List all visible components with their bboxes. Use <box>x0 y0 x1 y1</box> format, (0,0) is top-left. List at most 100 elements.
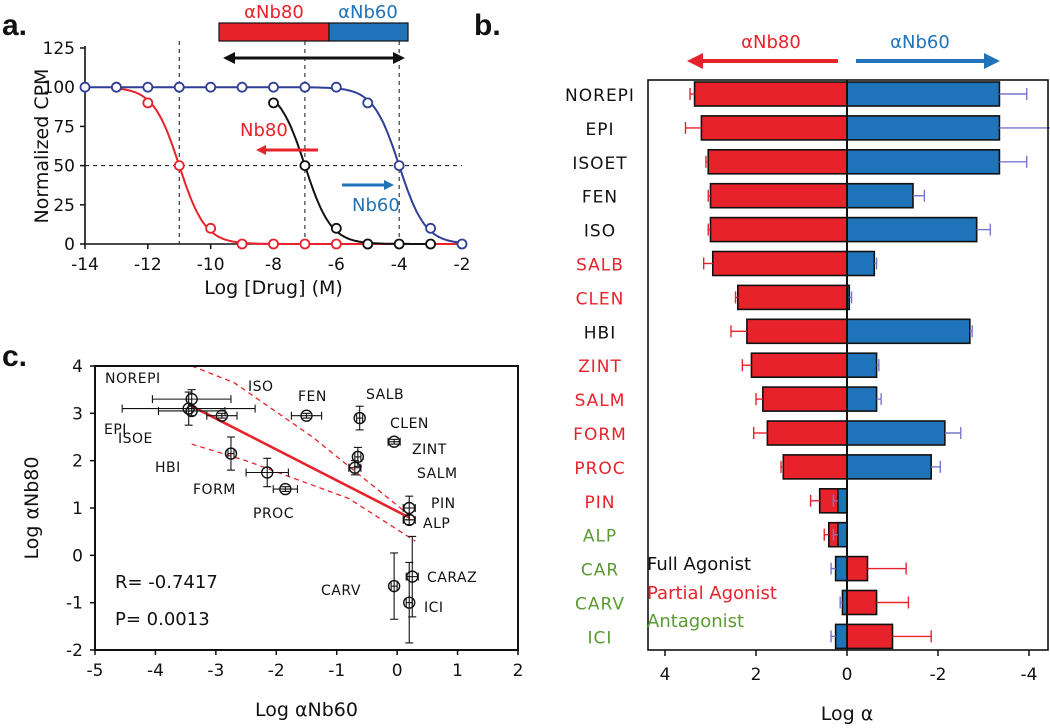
panel-a-guides <box>85 41 462 244</box>
b-x-tick-label: -4 <box>1021 665 1038 685</box>
a-data-point <box>330 222 342 234</box>
b-bar-nb60 <box>846 216 978 243</box>
b-bar-nb60 <box>846 182 914 209</box>
b-category-label: FEN <box>582 188 618 208</box>
b-legend-entry: Full Agonist <box>647 554 751 575</box>
a-data-point <box>205 81 217 93</box>
a-data-point <box>173 160 185 172</box>
b-bar-nb80 <box>700 115 848 141</box>
c-y-tick-label: 3 <box>72 404 83 424</box>
b-bar-nb60 <box>846 250 876 277</box>
c-point-label: ISO <box>248 379 274 395</box>
c-y-tick-label: 4 <box>72 357 83 377</box>
b-bar-nb80 <box>782 454 848 480</box>
a-data-point <box>79 81 91 93</box>
c-point-label: PIN <box>431 496 456 512</box>
c-data-point <box>215 409 229 422</box>
a-curve-1 <box>272 99 431 245</box>
c-point-label: SALM <box>417 466 458 482</box>
a-data-point <box>142 97 154 109</box>
a-x-tick-label: -12 <box>134 255 162 275</box>
b-category-label: ISO <box>584 222 616 242</box>
c-data-point <box>403 596 416 609</box>
a-curve-2 <box>85 86 463 244</box>
b-bar-nb60 <box>846 352 878 379</box>
a-data-point <box>362 97 374 109</box>
c-point-label: CARV <box>321 583 361 599</box>
r-value: R= -0.7417 <box>115 572 218 593</box>
c-x-tick-label: -2 <box>268 661 285 681</box>
b-category-label: CARV <box>575 595 625 615</box>
a-x-tick-label: -10 <box>197 255 225 275</box>
c-point-label: CARAZ <box>427 570 477 586</box>
b-category-label: ISOET <box>572 154 627 174</box>
panel-b-legend: Full Agonist Partial Agonist Antagonist <box>647 554 777 632</box>
panel-b-bars: NOREPI EPI ISOET FEN ISO SALB CLEN HBI ZINT SALM F… <box>565 81 1050 650</box>
panel-a-letter: a. <box>2 9 27 42</box>
b-bar-nb60 <box>837 487 848 514</box>
b-bar-nb60 <box>846 81 1001 107</box>
a-data-point <box>236 238 248 250</box>
a-y-axis-title: Normalized CPM <box>31 69 53 224</box>
a-data-point <box>111 81 122 93</box>
c-point-label: ISOE <box>118 431 153 447</box>
b-bar-nb80 <box>766 420 848 446</box>
panel-c-axes: -5 -4 -3 -2 -1 0 1 2 -2 -1 0 1 2 3 4 Log αNb60 Log αNb80 <box>21 357 523 721</box>
b-legend-entry: Partial Agonist <box>647 583 777 604</box>
b-bar-nb80 <box>709 182 848 209</box>
b-category-label: ICI <box>588 628 613 648</box>
c-data-point <box>348 461 362 474</box>
b-bar-nb80 <box>762 386 848 412</box>
a-y-tick-label: 75 <box>53 117 75 137</box>
c-point-label: ALP <box>423 516 450 532</box>
b-bar-nb80 <box>711 250 848 277</box>
a-data-point <box>393 238 405 250</box>
a-data-point <box>205 222 217 234</box>
a-data-point <box>425 222 436 234</box>
c-data-point <box>406 570 419 583</box>
a-curve-0 <box>116 87 462 245</box>
c-point-label: FORM <box>193 482 236 498</box>
b-bar-nb80 <box>746 318 848 345</box>
b-bar-nb80 <box>707 149 848 175</box>
panel-b: b. αNb80 αNb60 NOREPI EPI ISOET FEN ISO SALB C… <box>474 9 1050 725</box>
panel-c-confidence-band <box>191 365 416 542</box>
nb80-bar-label: αNb80 <box>244 2 304 23</box>
c-fit-line <box>191 405 410 519</box>
a-data-point <box>173 81 185 93</box>
b-x-tick-label: -2 <box>930 665 947 685</box>
b-bar-nb60 <box>846 386 878 412</box>
b-bar-nb60 <box>834 623 848 650</box>
c-x-tick-label: 0 <box>392 661 403 681</box>
b-category-label: ALP <box>583 527 617 547</box>
a-data-point <box>330 238 342 250</box>
b-x-tick-label: 2 <box>751 665 762 685</box>
b-x-tick-label: 4 <box>660 665 671 685</box>
c-point-label: CLEN <box>390 416 429 432</box>
a-data-point <box>236 81 248 93</box>
a-x-tick-label: -2 <box>454 255 471 275</box>
a-data-point <box>142 81 154 93</box>
c-x-tick-label: -5 <box>87 661 104 681</box>
a-y-tick-label: 50 <box>53 157 75 177</box>
a-data-point <box>268 238 279 250</box>
panel-a-points <box>79 81 468 250</box>
c-data-point <box>387 435 401 448</box>
a-data-point <box>425 238 436 250</box>
b-category-label: FORM <box>573 425 627 445</box>
b-category-label: SALB <box>576 256 624 276</box>
a-y-tick-label: 100 <box>43 78 75 98</box>
nb80-arrow-label: Nb80 <box>240 120 288 141</box>
a-y-tick-label: 125 <box>43 39 75 59</box>
c-data-point <box>387 579 401 593</box>
c-data-point <box>403 501 416 515</box>
panel-a: a. 0 25 50 75 100 125 -14 -12 -10 -8 -6 -4 -2 Log [Dr… <box>2 2 470 299</box>
c-x-tick-label: -4 <box>147 661 164 681</box>
a-y-tick-label: 25 <box>53 196 75 216</box>
b-bar-nb60 <box>837 521 848 548</box>
b-bar-nb60 <box>846 318 971 345</box>
panel-c-letter: c. <box>2 340 27 373</box>
